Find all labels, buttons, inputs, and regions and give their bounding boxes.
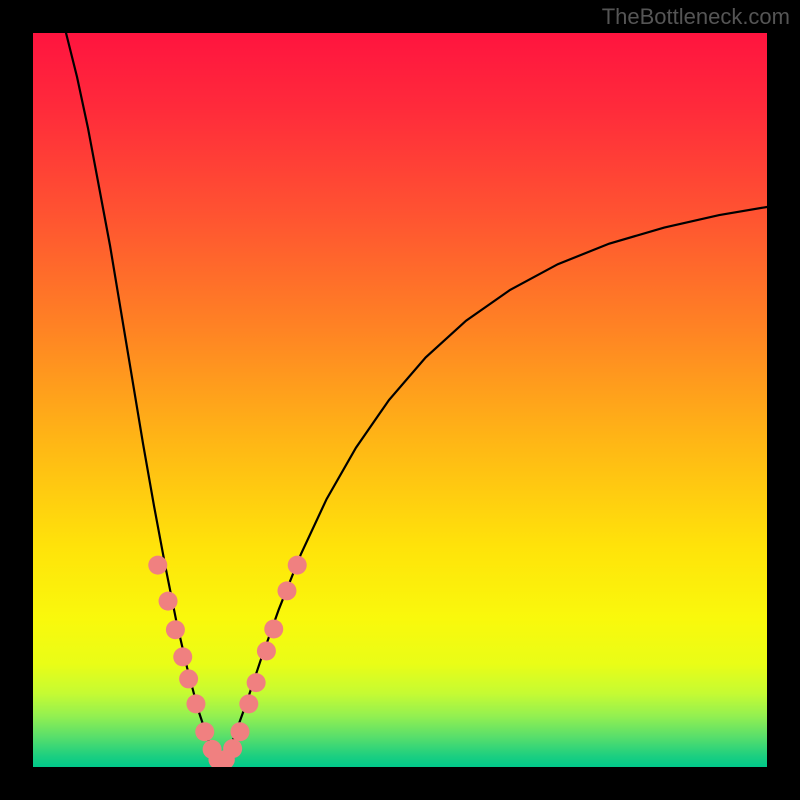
- data-marker: [230, 722, 249, 741]
- data-marker: [173, 647, 192, 666]
- data-marker: [195, 722, 214, 741]
- data-marker: [277, 581, 296, 600]
- data-marker: [264, 620, 283, 639]
- data-marker: [148, 556, 167, 575]
- data-marker: [223, 739, 242, 758]
- data-marker: [288, 556, 307, 575]
- data-marker: [166, 620, 185, 639]
- data-marker: [179, 669, 198, 688]
- data-marker: [247, 673, 266, 692]
- data-marker: [239, 694, 258, 713]
- plot-gradient-background: [33, 33, 767, 767]
- chart-container: TheBottleneck.com: [0, 0, 800, 800]
- bottleneck-curve-chart: [0, 0, 800, 800]
- data-marker: [186, 694, 205, 713]
- data-marker: [159, 592, 178, 611]
- data-marker: [257, 642, 276, 661]
